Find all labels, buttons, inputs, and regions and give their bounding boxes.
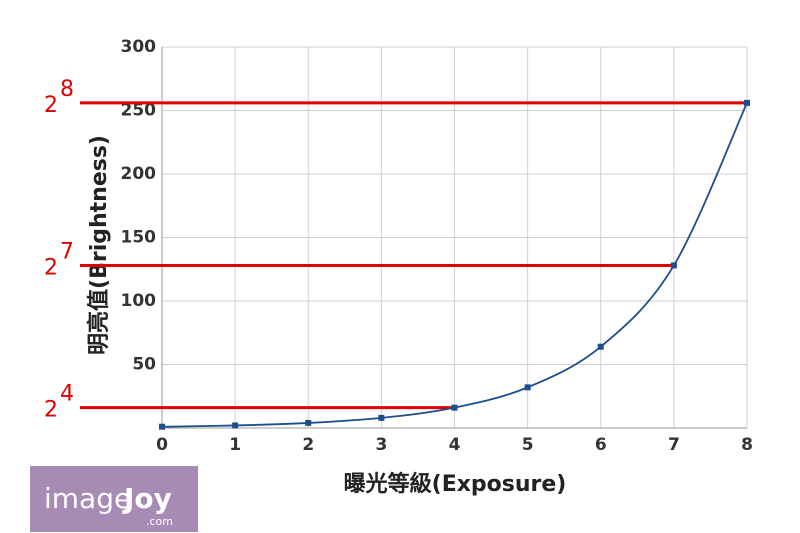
x-tick-label: 2 <box>302 435 314 455</box>
data-point <box>232 422 239 429</box>
data-point <box>744 99 750 106</box>
y-tick-label: 100 <box>121 291 157 311</box>
x-tick-label: 6 <box>595 435 607 455</box>
x-tick-label: 3 <box>375 435 387 455</box>
reference-base: 2 <box>44 398 58 423</box>
y-tick-label: 300 <box>121 37 157 57</box>
logo: image Joy .com <box>30 466 198 532</box>
logo-background <box>30 466 198 532</box>
x-tick-label: 5 <box>522 435 534 455</box>
data-point <box>670 262 677 269</box>
logo-accent: Joy <box>122 482 172 515</box>
logo-sub: .com <box>146 515 173 528</box>
y-tick-label: 200 <box>121 164 157 184</box>
reference-exponent: 7 <box>60 239 74 264</box>
logo-main: image <box>44 482 131 515</box>
x-tick-label: 0 <box>156 435 168 455</box>
data-point <box>524 384 531 391</box>
data-point <box>159 423 165 430</box>
reference-exponent: 4 <box>60 382 74 407</box>
x-tick-label: 1 <box>229 435 241 455</box>
data-point <box>305 419 312 426</box>
data-point <box>597 343 604 350</box>
x-tick-label: 4 <box>449 435 461 455</box>
reference-exponent: 8 <box>60 77 74 102</box>
reference-base: 2 <box>44 255 58 280</box>
y-tick-label: 50 <box>132 355 156 375</box>
x-axis-title: 曝光等級(Exposure) <box>344 471 567 497</box>
x-tick-label: 8 <box>741 435 753 455</box>
x-tick-label: 7 <box>668 435 680 455</box>
y-axis-title: 明亮值(Brightness) <box>86 135 112 355</box>
y-tick-label: 250 <box>121 101 157 121</box>
y-tick-label: 150 <box>121 228 157 248</box>
data-point <box>378 414 385 421</box>
data-point <box>451 404 458 411</box>
reference-base: 2 <box>44 93 58 118</box>
